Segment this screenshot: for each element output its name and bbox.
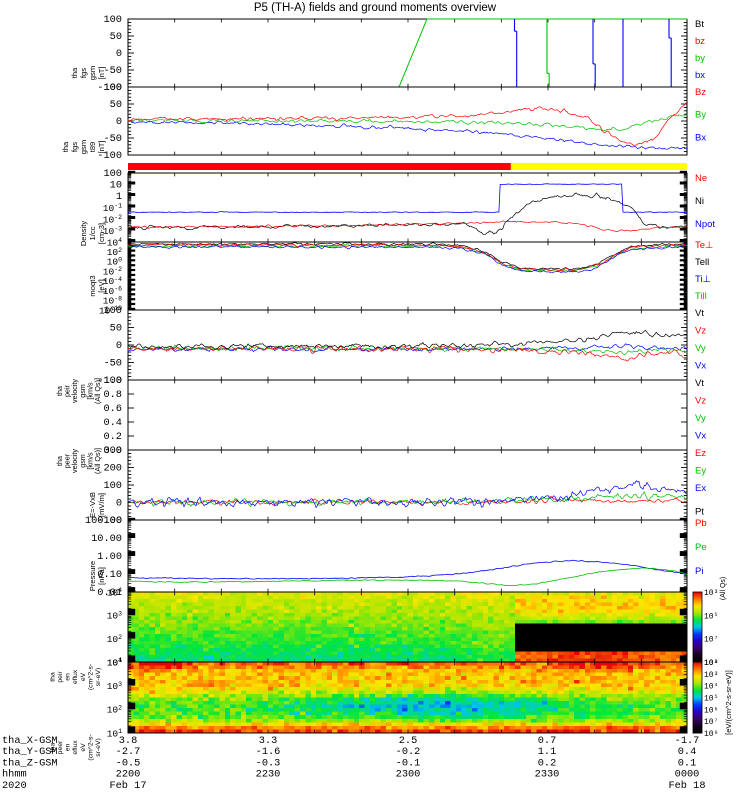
svg-text:bz: bz: [695, 36, 705, 47]
svg-text:100: 100: [103, 305, 122, 317]
svg-text:peir: peir: [57, 671, 64, 683]
svg-text:gsm: gsm: [79, 140, 88, 154]
svg-text:Ez: Ez: [695, 448, 706, 459]
svg-text:10: 10: [110, 180, 122, 192]
svg-text:200: 200: [103, 463, 122, 475]
svg-text:0.6: 0.6: [103, 403, 122, 415]
svg-text:Bt: Bt: [695, 19, 704, 30]
svg-text:[nT]: [nT]: [97, 140, 106, 153]
svg-text:Ni: Ni: [695, 196, 704, 207]
svg-text:Bz: Bz: [695, 87, 706, 98]
svg-text:tha: tha: [49, 672, 56, 682]
svg-text:eV: eV: [80, 672, 87, 681]
svg-text:Ne: Ne: [695, 173, 707, 184]
svg-text:1.0: 1.0: [103, 375, 122, 387]
svg-text:0.8: 0.8: [103, 389, 122, 401]
svg-text:0: 0: [116, 340, 122, 352]
svg-text:Ex: Ex: [695, 483, 706, 494]
svg-text:0.2: 0.2: [103, 431, 122, 443]
svg-text:By: By: [695, 110, 706, 121]
svg-text:Te⊥: Te⊥: [695, 240, 713, 251]
svg-text:Ti⊥: Ti⊥: [695, 274, 711, 285]
svg-text:1/cc: 1/cc: [88, 226, 97, 240]
svg-text:100: 100: [103, 82, 122, 94]
svg-text:t89: t89: [88, 142, 97, 153]
svg-text:Npot: Npot: [695, 219, 715, 230]
svg-text:[mV/m]: [mV/m]: [97, 493, 106, 517]
svg-text:[cm-3]: [cm-3]: [97, 223, 106, 244]
svg-text:sr-eV): sr-eV): [95, 668, 102, 687]
svg-text:Tell: Tell: [695, 257, 709, 268]
svg-text:300: 300: [103, 445, 122, 457]
svg-text:Vy: Vy: [695, 343, 706, 354]
svg-text:tha: tha: [70, 67, 79, 78]
svg-text:(All Qs)]: (All Qs)]: [93, 448, 102, 474]
svg-text:tha: tha: [61, 141, 70, 152]
svg-text:Ey: Ey: [695, 466, 706, 477]
svg-text:-50: -50: [103, 358, 122, 370]
svg-text:Pressure: Pressure: [88, 561, 97, 591]
svg-text:Vt: Vt: [695, 308, 704, 319]
svg-text:P5 (TH-A) fields and ground mo: P5 (TH-A) fields and ground moments over…: [254, 2, 497, 14]
svg-text:by: by: [695, 53, 705, 64]
svg-text:Pb: Pb: [695, 518, 707, 529]
svg-text:1: 1: [116, 191, 122, 203]
svg-text:50: 50: [110, 99, 122, 111]
svg-text:Vy: Vy: [695, 413, 706, 424]
svg-text:50: 50: [110, 323, 122, 335]
svg-text:50: 50: [110, 31, 122, 43]
svg-text:Vx: Vx: [695, 431, 706, 442]
svg-text:fgs: fgs: [70, 142, 79, 152]
svg-text:(All Qs): (All Qs): [720, 577, 727, 600]
svg-text:gsm: gsm: [88, 66, 97, 80]
svg-text:eflux: eflux: [72, 669, 79, 684]
svg-text:10.00: 10.00: [91, 533, 122, 545]
svg-text:Till: Till: [695, 291, 707, 302]
svg-text:Vz: Vz: [695, 326, 706, 337]
svg-text:Pe: Pe: [695, 542, 707, 553]
svg-text:[eV]: [eV]: [97, 279, 106, 293]
svg-text:fgs: fgs: [79, 68, 88, 78]
svg-text:[nPa]: [nPa]: [97, 567, 106, 585]
svg-text:(cm^2-s-: (cm^2-s-: [87, 664, 94, 690]
svg-text:en: en: [65, 673, 72, 681]
svg-text:bx: bx: [695, 70, 705, 81]
svg-text:-50: -50: [103, 133, 122, 145]
svg-text:100: 100: [103, 480, 122, 492]
svg-text:100: 100: [103, 14, 122, 26]
svg-text:(All Qs)]: (All Qs)]: [93, 378, 102, 404]
svg-text:1.00: 1.00: [97, 551, 122, 563]
svg-text:Vt: Vt: [695, 378, 704, 389]
svg-text:0: 0: [116, 116, 122, 128]
svg-text:100: 100: [103, 168, 122, 180]
svg-text:Bx: Bx: [695, 132, 706, 143]
svg-text:moqt3: moqt3: [88, 275, 97, 296]
svg-text:[nT]: [nT]: [97, 66, 106, 79]
svg-text:0: 0: [116, 498, 122, 510]
svg-text:Vz: Vz: [695, 396, 706, 407]
svg-text:Pt: Pt: [695, 506, 704, 517]
svg-text:0.4: 0.4: [103, 417, 122, 429]
svg-text:0: 0: [116, 48, 122, 60]
svg-text:Pi: Pi: [695, 566, 703, 577]
svg-text:100.00: 100.00: [85, 515, 122, 527]
svg-text:-50: -50: [103, 65, 122, 77]
svg-text:Density: Density: [79, 221, 88, 247]
svg-text:Vx: Vx: [695, 361, 706, 372]
